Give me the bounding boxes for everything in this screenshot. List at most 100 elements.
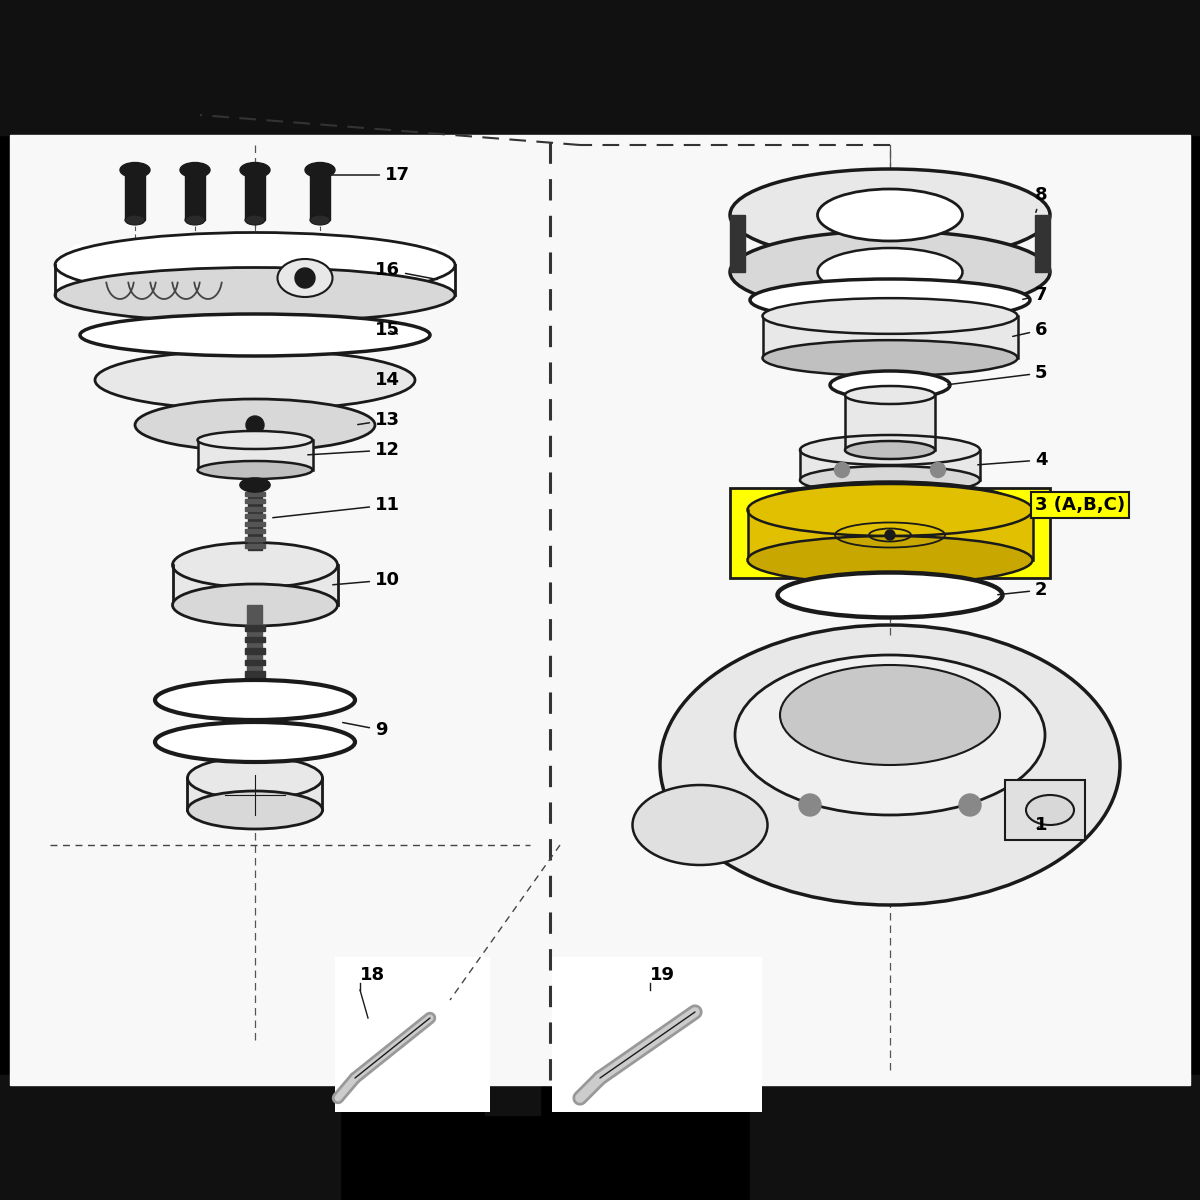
Text: 19: 19 — [650, 966, 674, 984]
Ellipse shape — [95, 350, 415, 410]
Ellipse shape — [762, 298, 1018, 334]
Ellipse shape — [240, 162, 270, 178]
Polygon shape — [55, 245, 455, 295]
Circle shape — [834, 462, 850, 478]
Text: 7: 7 — [1022, 286, 1048, 304]
Bar — [762, 316, 1018, 358]
Bar — [173, 565, 337, 605]
Ellipse shape — [187, 791, 323, 829]
Ellipse shape — [80, 314, 430, 356]
Ellipse shape — [134, 398, 374, 451]
Ellipse shape — [55, 268, 455, 323]
Ellipse shape — [845, 440, 935, 458]
Circle shape — [799, 794, 821, 816]
Bar — [248, 485, 262, 550]
Bar — [800, 450, 980, 480]
Ellipse shape — [730, 169, 1050, 260]
Bar — [245, 636, 265, 642]
Bar — [10, 134, 1190, 1085]
Ellipse shape — [734, 655, 1045, 815]
Ellipse shape — [748, 484, 1032, 536]
Ellipse shape — [173, 584, 337, 626]
Ellipse shape — [180, 162, 210, 178]
Bar — [245, 522, 265, 526]
Ellipse shape — [800, 466, 980, 494]
Text: 8: 8 — [1034, 186, 1048, 212]
Bar — [245, 170, 265, 220]
Bar — [245, 625, 265, 630]
Text: 3 (A,B,C): 3 (A,B,C) — [1030, 496, 1126, 515]
Ellipse shape — [277, 259, 332, 296]
Ellipse shape — [310, 215, 330, 224]
Bar — [845, 395, 935, 450]
Ellipse shape — [817, 248, 962, 296]
Bar — [1006, 780, 1085, 840]
Ellipse shape — [780, 665, 1000, 766]
Ellipse shape — [185, 215, 205, 224]
Bar — [750, 1075, 1200, 1200]
Text: 15: 15 — [374, 320, 400, 338]
Bar — [245, 671, 265, 677]
Ellipse shape — [245, 215, 265, 224]
Ellipse shape — [845, 386, 935, 404]
Ellipse shape — [173, 542, 337, 588]
Circle shape — [246, 416, 264, 434]
Ellipse shape — [120, 162, 150, 178]
Ellipse shape — [762, 340, 1018, 376]
Ellipse shape — [800, 434, 980, 464]
Text: 4: 4 — [978, 451, 1048, 469]
Bar — [748, 510, 1032, 560]
Ellipse shape — [817, 188, 962, 241]
Bar — [485, 955, 540, 1115]
Bar — [730, 488, 1050, 578]
Ellipse shape — [155, 722, 355, 762]
Ellipse shape — [155, 680, 355, 720]
Bar — [245, 683, 265, 688]
Bar — [310, 170, 330, 220]
Ellipse shape — [198, 461, 312, 479]
Bar — [125, 170, 145, 220]
Text: 10: 10 — [332, 571, 400, 589]
Ellipse shape — [198, 431, 312, 449]
Bar — [245, 648, 265, 654]
Bar — [247, 605, 263, 690]
Bar — [730, 215, 745, 272]
Bar — [245, 660, 265, 665]
Text: 5: 5 — [948, 364, 1048, 385]
Bar — [245, 536, 265, 540]
Text: 2: 2 — [997, 581, 1048, 599]
Ellipse shape — [660, 625, 1120, 905]
Bar — [245, 492, 265, 496]
Circle shape — [886, 530, 895, 540]
Text: 14: 14 — [374, 371, 400, 389]
Text: 12: 12 — [307, 440, 400, 458]
Ellipse shape — [750, 278, 1030, 320]
Ellipse shape — [778, 572, 1002, 618]
Bar — [335, 958, 490, 1112]
Bar — [552, 958, 762, 1112]
Ellipse shape — [830, 371, 950, 398]
Text: 18: 18 — [360, 966, 385, 984]
Bar — [245, 529, 265, 533]
Text: 1: 1 — [1034, 816, 1048, 834]
Bar — [245, 514, 265, 518]
Ellipse shape — [187, 757, 323, 799]
Ellipse shape — [632, 785, 768, 865]
Ellipse shape — [1026, 794, 1074, 826]
Text: 16: 16 — [374, 260, 437, 280]
Ellipse shape — [748, 536, 1032, 584]
Bar — [185, 170, 205, 220]
Text: 9: 9 — [343, 721, 388, 739]
Bar — [0, 0, 1200, 134]
Circle shape — [930, 462, 946, 478]
Bar — [1034, 215, 1050, 272]
Text: 13: 13 — [358, 410, 400, 428]
Ellipse shape — [730, 230, 1050, 313]
Ellipse shape — [305, 162, 335, 178]
Bar — [245, 499, 265, 503]
Circle shape — [295, 268, 314, 288]
Bar — [198, 440, 312, 470]
Bar — [245, 544, 265, 548]
Circle shape — [959, 794, 982, 816]
Bar — [0, 1075, 340, 1200]
